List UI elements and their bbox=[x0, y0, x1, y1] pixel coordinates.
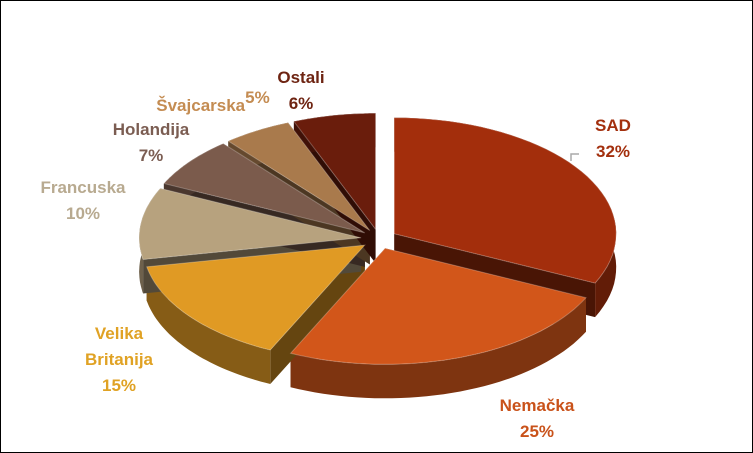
slice bbox=[293, 112, 377, 231]
data-label: Holandija 7% bbox=[101, 117, 201, 169]
category-label: Holandija bbox=[112, 120, 190, 139]
data-label: Velika Britanija 15% bbox=[64, 321, 174, 399]
category-label: Francuska bbox=[40, 178, 126, 197]
data-label: Ostali 6% bbox=[266, 65, 336, 117]
value-label: 15% bbox=[101, 376, 137, 395]
slice bbox=[138, 187, 362, 261]
value-label: 6% bbox=[288, 94, 314, 113]
category-label: Velika Britanija bbox=[84, 324, 154, 369]
data-label: Švajcarska5% bbox=[153, 85, 273, 119]
slice-side bbox=[290, 297, 586, 399]
slice bbox=[393, 117, 617, 284]
value-label: 5% bbox=[245, 88, 270, 107]
slice-side bbox=[146, 266, 271, 384]
data-label: SAD 32% bbox=[583, 113, 643, 165]
slice bbox=[289, 247, 587, 365]
slice bbox=[227, 122, 371, 231]
category-label: Ostali bbox=[277, 68, 325, 87]
value-label: 25% bbox=[519, 422, 555, 441]
category-label: Nemačka bbox=[499, 396, 575, 415]
data-label: Nemačka 25% bbox=[487, 393, 587, 445]
category-label: Švajcarska bbox=[156, 96, 246, 115]
value-label: 32% bbox=[595, 142, 631, 161]
leader-line bbox=[570, 153, 579, 161]
category-label: SAD bbox=[595, 116, 631, 135]
slice bbox=[145, 244, 367, 351]
value-label: 10% bbox=[65, 204, 101, 223]
data-label: Francuska 10% bbox=[33, 175, 133, 227]
slice bbox=[162, 143, 366, 234]
value-label: 7% bbox=[138, 146, 164, 165]
